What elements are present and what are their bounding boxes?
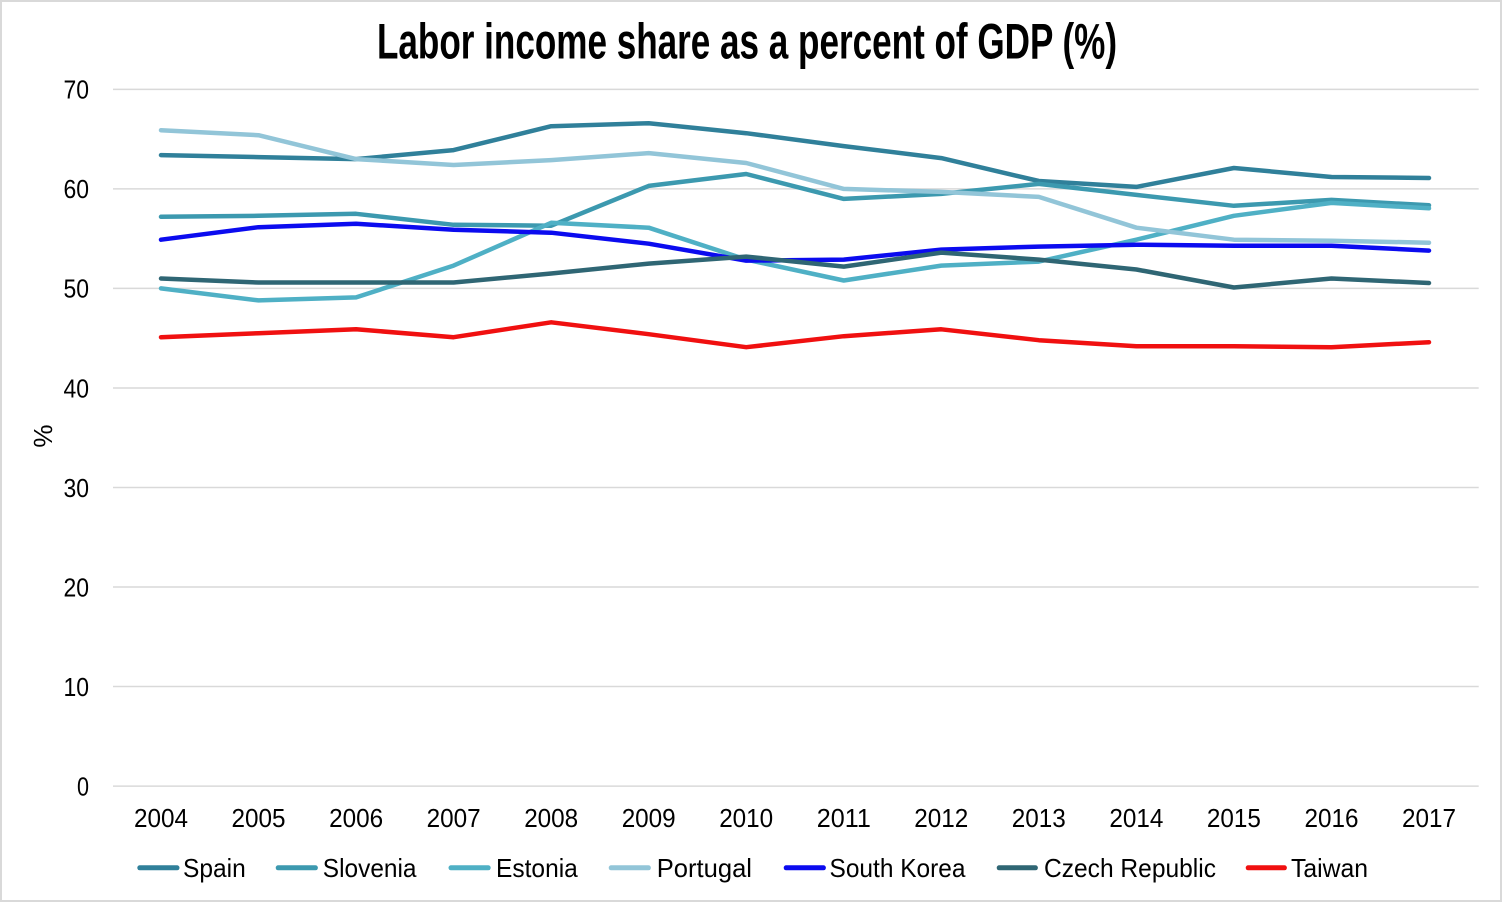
svg-text:70: 70: [64, 75, 90, 105]
svg-text:2010: 2010: [719, 803, 773, 833]
svg-text:2012: 2012: [914, 803, 968, 833]
svg-text:2006: 2006: [329, 803, 383, 833]
svg-text:2011: 2011: [817, 803, 871, 833]
svg-text:2017: 2017: [1402, 803, 1456, 833]
svg-text:2009: 2009: [622, 803, 676, 833]
svg-text:2004: 2004: [134, 803, 188, 833]
svg-text:2008: 2008: [524, 803, 578, 833]
svg-text:2013: 2013: [1012, 803, 1066, 833]
svg-text:Estonia: Estonia: [496, 853, 578, 883]
svg-text:Czech Republic: Czech Republic: [1044, 853, 1216, 883]
svg-text:Labor income share as a percen: Labor income share as a percent of GDP (…: [377, 14, 1117, 70]
svg-text:Portugal: Portugal: [657, 853, 752, 883]
svg-text:40: 40: [64, 373, 90, 403]
svg-text:Spain: Spain: [183, 853, 246, 883]
svg-text:10: 10: [64, 672, 90, 702]
svg-text:2014: 2014: [1109, 803, 1163, 833]
svg-text:Slovenia: Slovenia: [323, 853, 417, 883]
svg-text:2007: 2007: [427, 803, 481, 833]
svg-text:30: 30: [64, 473, 90, 503]
svg-text:South Korea: South Korea: [830, 853, 966, 883]
svg-text:0: 0: [77, 771, 89, 801]
svg-text:50: 50: [64, 274, 90, 304]
svg-text:60: 60: [64, 174, 90, 204]
svg-text:Taiwan: Taiwan: [1291, 853, 1368, 883]
svg-text:2005: 2005: [232, 803, 286, 833]
svg-text:20: 20: [64, 572, 90, 602]
svg-text:2016: 2016: [1305, 803, 1359, 833]
svg-text:2015: 2015: [1207, 803, 1261, 833]
svg-text:%: %: [28, 424, 58, 447]
